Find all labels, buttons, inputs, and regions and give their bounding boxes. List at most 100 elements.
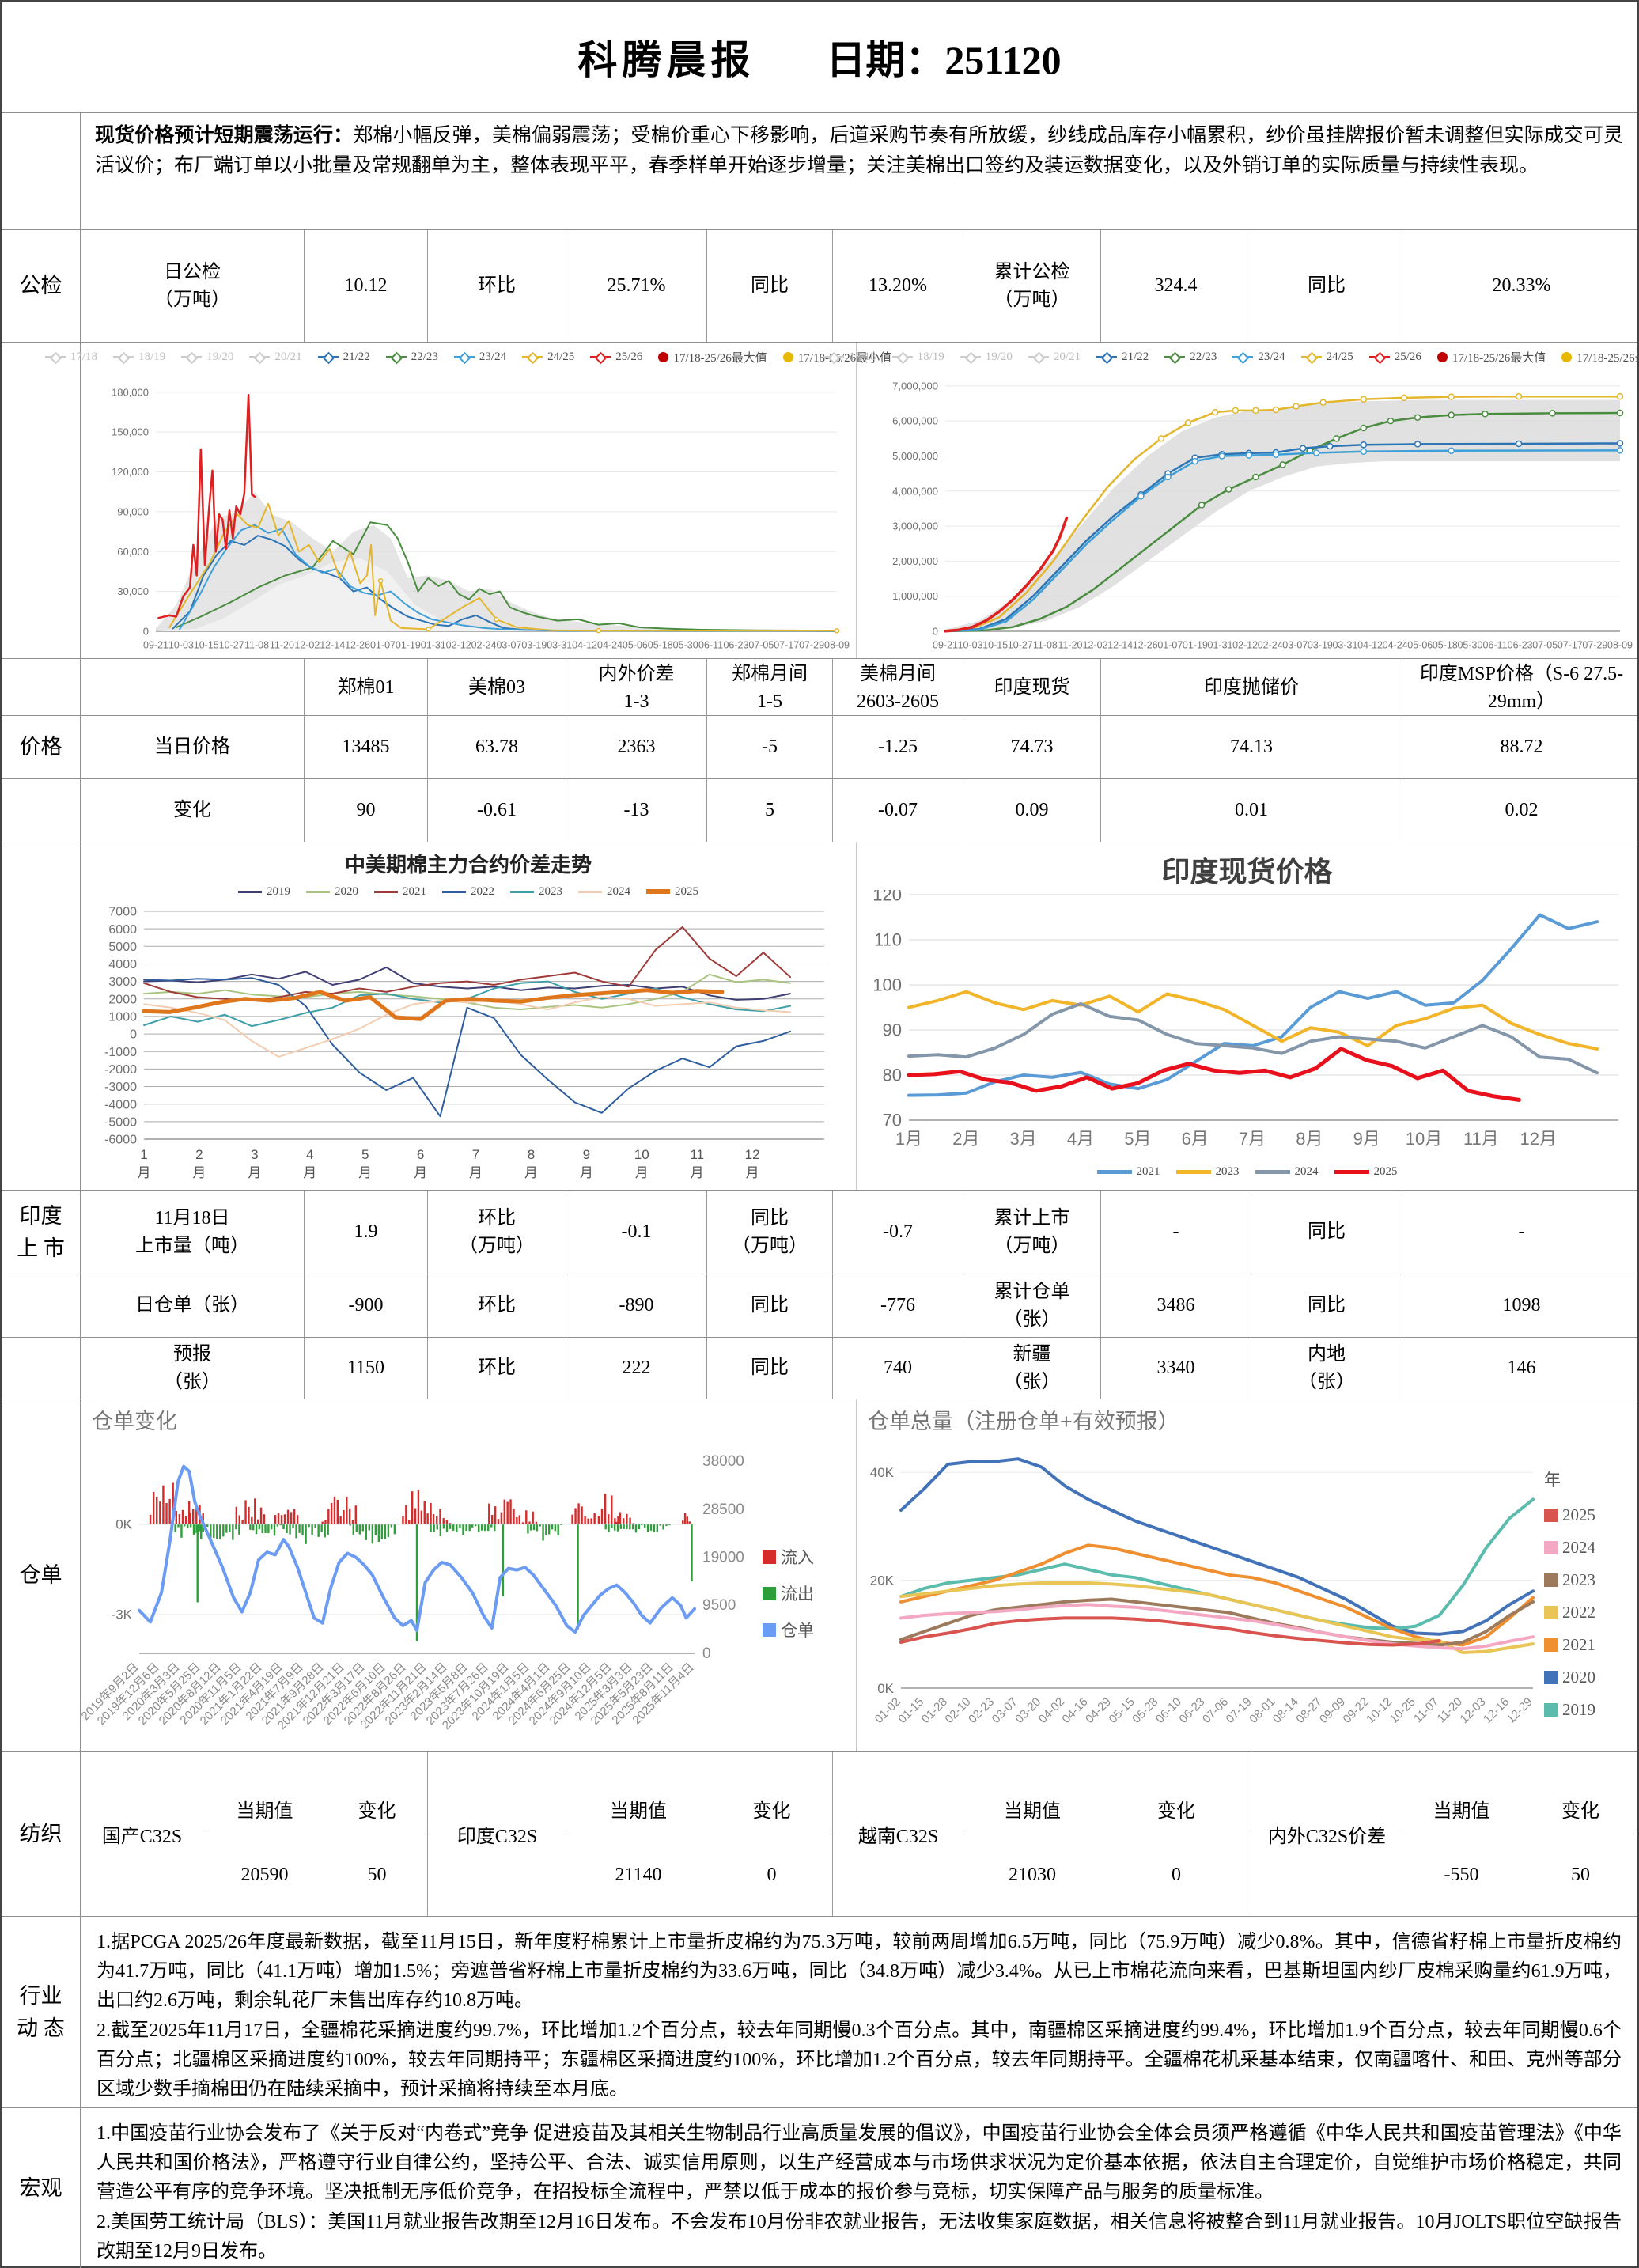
svg-text:02-10: 02-10 — [942, 1695, 973, 1726]
svg-text:08-09: 08-09 — [824, 640, 850, 651]
section-label-textile: 纺织 — [2, 1752, 81, 1916]
forecast-mom-value: 222 — [566, 1338, 707, 1399]
svg-text:100: 100 — [872, 975, 902, 995]
svg-text:12-02: 12-02 — [294, 640, 320, 651]
textile-current-label-3: 当期值 — [1402, 1752, 1520, 1834]
cumulative-inspection-chartbox: 17/18 18/19 19/20 20/21 21/22 22/23 23/24 24/25… — [823, 343, 1639, 658]
svg-text:12-26: 12-26 — [345, 640, 370, 651]
report-date: 日期：251120 — [826, 38, 1062, 82]
svg-text:07-05: 07-05 — [748, 640, 774, 651]
svg-text:07-19: 07-19 — [1224, 1695, 1255, 1726]
svg-text:1月: 1月 — [895, 1129, 922, 1149]
receipt-total-title: 仓单总量（注册仓单+有效预报） — [868, 1410, 1179, 1433]
daily-inspection-chartbox: 17/18 18/19 19/20 20/21 21/22 22/23 23/24 24/25… — [44, 343, 891, 658]
svg-text:11-20: 11-20 — [1435, 1695, 1465, 1725]
price-today-india-reserve: 74.13 — [1101, 716, 1402, 778]
textile-change-value-1: 0 — [767, 1864, 777, 1885]
svg-text:06-23: 06-23 — [1508, 640, 1533, 651]
price-charts-label-cell — [2, 842, 81, 1190]
svg-text:40K: 40K — [870, 1465, 895, 1480]
forecast-label: 预报 （张） — [81, 1338, 305, 1399]
svg-text:04-12: 04-12 — [1357, 640, 1383, 651]
svg-text:0: 0 — [130, 1028, 137, 1042]
svg-text:-1000: -1000 — [104, 1046, 137, 1059]
summary-text: 现货价格预计短期震荡运行：郑棉小幅反弹，美棉偏弱震荡；受棉价重心下移影响，后道采… — [81, 113, 1637, 229]
forecast-mom-label: 环比 — [428, 1338, 566, 1399]
receipt-change-chartbox: 仓单变化 0K -3K 38000 28500 19000 9500 0 2019年9月2日 2… — [79, 1399, 856, 1751]
svg-text:05-15: 05-15 — [1107, 1695, 1137, 1726]
svg-text:70: 70 — [883, 1111, 902, 1130]
svg-text:150,000: 150,000 — [112, 426, 149, 438]
summary-label-cell — [2, 113, 81, 229]
svg-text:11月: 11月 — [1463, 1129, 1499, 1149]
spread-chart-title: 中美期棉主力合约价差走势 — [344, 853, 592, 877]
svg-text:20K: 20K — [870, 1573, 895, 1588]
svg-text:10-27: 10-27 — [1008, 640, 1033, 651]
india-cum-value: - — [1101, 1191, 1251, 1274]
svg-text:38000: 38000 — [702, 1453, 744, 1470]
svg-text:10-15: 10-15 — [194, 640, 219, 651]
receipt-change-chart: 0K -3K 38000 28500 19000 9500 0 2019年9月2日 2019年1… — [79, 1435, 763, 1751]
svg-text:12-02: 12-02 — [1083, 640, 1108, 651]
receipt-cum-yoy-label: 同比 — [1251, 1274, 1402, 1337]
price-today-india-msp: 88.72 — [1500, 736, 1543, 758]
svg-text:1,000,000: 1,000,000 — [892, 590, 938, 602]
svg-text:5月: 5月 — [358, 1147, 372, 1180]
summary-section: 现货价格预计短期震荡运行：郑棉小幅反弹，美棉偏弱震荡；受棉价重心下移影响，后道采… — [2, 112, 1637, 229]
svg-text:2月: 2月 — [952, 1129, 979, 1149]
report-header: 科腾晨报 日期：251120 — [2, 2, 1637, 112]
forecast-neidi-label: 内地 （张） — [1251, 1338, 1402, 1399]
daily-inspection-chart: 0 30,000 60,000 90,000 120,000 150,000 180,000… — [81, 371, 856, 658]
svg-text:60,000: 60,000 — [117, 546, 149, 558]
section-label-receipts: 仓单 — [2, 1399, 81, 1751]
svg-text:08-27: 08-27 — [1293, 1695, 1324, 1726]
svg-text:6,000,000: 6,000,000 — [892, 415, 938, 427]
forecast-yoy-label: 同比 — [707, 1338, 833, 1399]
india-listing-row: 印度上 市 11月18日 上市量（吨） 1.9 环比 （万吨） -0.1 同比 … — [2, 1190, 1637, 1274]
textile-group-domestic: 国产C32S 当期值 变化 20590 50 — [81, 1752, 428, 1916]
svg-text:03-20: 03-20 — [1013, 1695, 1043, 1726]
price-h-mei2603: 美棉月间 2603-2605 — [833, 659, 963, 718]
svg-text:120: 120 — [872, 890, 902, 905]
svg-text:04-24: 04-24 — [1383, 640, 1408, 651]
svg-text:05-06: 05-06 — [1407, 640, 1433, 651]
svg-text:07-06: 07-06 — [1200, 1695, 1231, 1726]
inspection-yoy-label: 同比 — [707, 230, 833, 342]
receipt-yoy-label: 同比 — [707, 1274, 833, 1337]
svg-text:11-08: 11-08 — [244, 640, 269, 651]
inspection-daily-value: 10.12 — [305, 230, 428, 342]
svg-text:09-22: 09-22 — [1341, 1695, 1372, 1726]
inspection-cum-value: 324.4 — [1101, 230, 1251, 342]
textile-group-india: 印度C32S 当期值 变化 21140 0 — [428, 1752, 833, 1916]
svg-text:1月: 1月 — [138, 1147, 151, 1180]
price-change-zm15: 5 — [707, 779, 833, 842]
industry-item-1: 1.据PCGA 2025/26年度最新数据，截至11月15日，新年度籽棉累计上市… — [97, 1932, 1622, 2012]
svg-text:04-29: 04-29 — [1083, 1695, 1114, 1726]
textile-current-label-2: 当期值 — [963, 1752, 1101, 1834]
price-change-india-msp: 0.02 — [1505, 800, 1539, 821]
spread-chart: 7000 6000 5000 4000 3000 2000 1000 0 -1000 -2000 -… — [81, 905, 856, 1190]
svg-text:80: 80 — [883, 1066, 902, 1085]
svg-text:30,000: 30,000 — [117, 585, 149, 597]
svg-text:11-08: 11-08 — [1033, 640, 1058, 651]
inspection-data-row: 公检 日公检 （万吨） 10.12 环比 25.71% 同比 13.20% 累计… — [2, 229, 1637, 342]
svg-text:12月: 12月 — [745, 1147, 760, 1180]
price-today-label: 当日价格 — [81, 716, 305, 778]
industry-item-2: 2.截至2025年11月17日，全疆棉花采摘进度约99.7%，环比增加1.2个百… — [97, 2020, 1622, 2100]
price-label-cell-top — [2, 659, 81, 715]
page-title: 科腾晨报 — [577, 38, 755, 82]
svg-text:-3000: -3000 — [104, 1081, 137, 1094]
textile-group-spread: 内外C32S价差 当期值 变化 -550 50 — [1251, 1752, 1639, 1916]
svg-text:01-28: 01-28 — [919, 1695, 950, 1726]
svg-text:11-20: 11-20 — [1058, 640, 1082, 651]
inspection-yoy-value: 13.20% — [833, 230, 963, 342]
textile-change-label-2: 变化 — [1101, 1752, 1251, 1834]
svg-text:5000: 5000 — [108, 941, 137, 954]
inspection-cum-yoy-label: 同比 — [1251, 230, 1402, 342]
svg-text:10-03: 10-03 — [958, 640, 983, 651]
receipt-mom-value: -890 — [566, 1274, 707, 1337]
textile-change-label-3: 变化 — [1520, 1752, 1639, 1834]
svg-text:10-27: 10-27 — [219, 640, 244, 651]
price-h-india-msp: 印度MSP价格（S-6 27.5-29mm） — [1419, 664, 1624, 712]
svg-text:9月: 9月 — [1353, 1129, 1380, 1149]
